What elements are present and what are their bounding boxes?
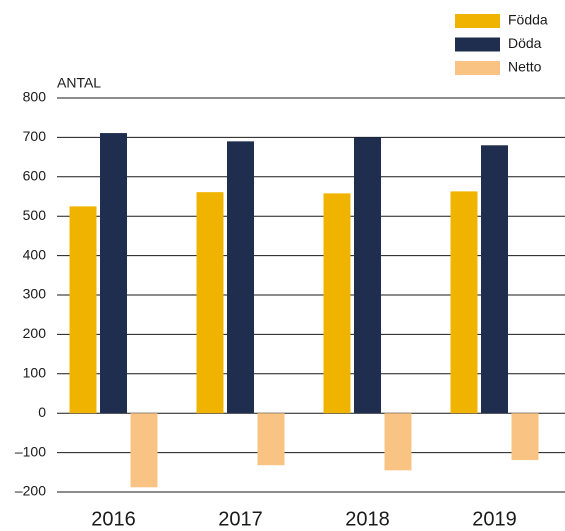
y-tick-label: –200 (15, 483, 46, 499)
legend-label: Netto (508, 59, 542, 75)
legend-swatch (455, 61, 500, 75)
bar (511, 413, 539, 461)
y-tick-label: 500 (23, 207, 47, 223)
bar (196, 192, 224, 414)
y-tick-label: 100 (23, 365, 47, 381)
bar (481, 145, 508, 414)
bar (130, 413, 158, 488)
bar (100, 133, 127, 414)
y-tick-label: 400 (23, 246, 47, 262)
y-tick-label: 200 (23, 325, 47, 341)
legend-label: Födda (508, 12, 548, 28)
bar (354, 137, 381, 414)
y-tick-label: 300 (23, 286, 47, 302)
bar (257, 413, 285, 466)
bar (384, 413, 412, 471)
x-tick-label: 2016 (91, 508, 136, 530)
y-tick-label: 700 (23, 128, 47, 144)
y-tick-label: –100 (15, 443, 46, 459)
y-tick-label: 600 (23, 168, 47, 184)
y-axis-label: ANTAL (57, 75, 101, 91)
y-tick-label: 800 (23, 89, 47, 105)
y-tick-label: 0 (38, 404, 46, 420)
legend-label: Döda (508, 35, 542, 51)
legend-swatch (455, 14, 500, 28)
x-tick-label: 2018 (345, 508, 390, 530)
bar (323, 193, 351, 414)
x-tick-label: 2019 (472, 508, 517, 530)
legend-swatch (455, 37, 500, 52)
x-tick-label: 2017 (218, 508, 263, 530)
bar (69, 206, 97, 414)
bar (450, 191, 478, 414)
bar (227, 141, 254, 414)
